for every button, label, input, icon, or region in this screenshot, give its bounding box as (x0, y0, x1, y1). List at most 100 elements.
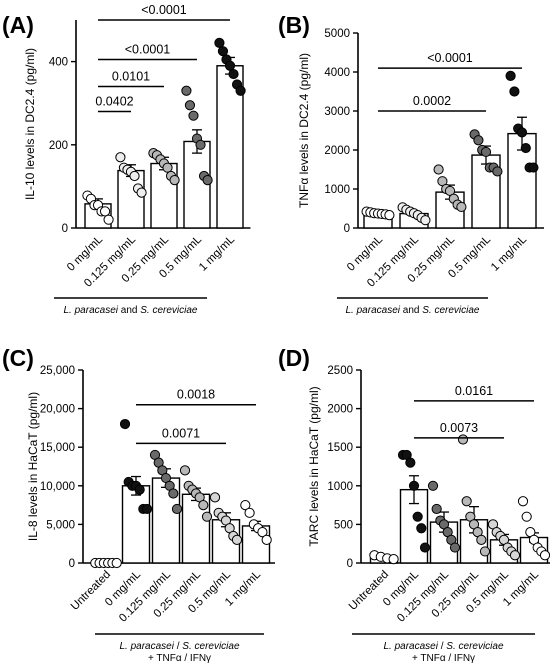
data-point (480, 146, 492, 158)
data-point (516, 127, 528, 138)
data-point (528, 162, 539, 173)
data-point (257, 527, 268, 538)
data-point (119, 418, 131, 430)
x-tick-label: Untreated (69, 569, 113, 613)
data-point (473, 135, 484, 146)
p-value-label: <0.0001 (125, 43, 171, 57)
x-tick-label: Untreated (347, 569, 391, 613)
p-value-label: <0.0001 (141, 3, 187, 17)
y-tick-label: 5000 (324, 28, 350, 40)
y-tick-label: 1000 (324, 184, 350, 196)
y-axis-label: IL-10 levels in DC2.4 (pg/ml) (23, 48, 37, 200)
data-point (449, 542, 461, 553)
data-point (476, 534, 487, 545)
data-point (184, 100, 196, 111)
y-tick-label: 0 (347, 558, 353, 570)
p-value-label: 0.0101 (112, 70, 150, 84)
y-tick-label: 3000 (324, 106, 350, 118)
data-point (456, 201, 467, 213)
y-tick-label: 400 (49, 57, 68, 69)
data-point (509, 550, 521, 561)
y-tick-label: 2000 (327, 404, 353, 416)
data-point (420, 215, 431, 226)
panel-letter: (C) (2, 345, 34, 371)
data-point (509, 86, 520, 97)
data-point (228, 68, 239, 80)
data-point (209, 492, 221, 503)
data-point (129, 170, 140, 182)
data-point (505, 70, 516, 82)
data-point (388, 554, 399, 565)
data-point (461, 496, 472, 507)
data-point (431, 503, 442, 515)
data-point (405, 457, 416, 468)
x-tick-label: 1 mg/mL (489, 233, 530, 274)
p-value-label: <0.0001 (427, 51, 473, 65)
data-point (261, 534, 272, 545)
data-point (427, 480, 439, 491)
data-point (214, 37, 225, 48)
chart-panel-c: (C) 0 5,000 10,000 15,000 20,000 25,000 IL-8 le… (2, 345, 275, 664)
data-point (433, 164, 444, 175)
data-point (171, 503, 183, 515)
data-point (168, 488, 179, 499)
treatment-label: L. paracasei and S. cereviciae (64, 305, 198, 316)
data-point (103, 214, 114, 225)
data-point (111, 557, 122, 569)
data-point (99, 206, 111, 217)
chart-panel-a: (A) 0 200 400 IL-10 levels in DC2.4 (pg/ml) 0… (2, 3, 251, 316)
panel-letter: (D) (278, 345, 310, 371)
data-point (520, 142, 531, 154)
y-tick-label: 1500 (327, 442, 353, 454)
data-point (457, 434, 469, 445)
p-value-label: 0.0002 (413, 94, 451, 108)
data-point (419, 542, 431, 553)
y-tick-label: 0 (344, 223, 350, 235)
data-point (201, 511, 213, 522)
y-tick-label: 20,000 (40, 404, 75, 416)
y-tick-label: 15,000 (40, 442, 75, 454)
data-point (231, 534, 243, 545)
data-point (195, 139, 206, 150)
data-point (162, 162, 173, 173)
data-point (244, 507, 255, 518)
y-tick-label: 2000 (324, 145, 350, 157)
data-point (412, 511, 423, 522)
y-axis-label: TARC levels in HaCaT (pg/ml) (307, 386, 321, 546)
p-value-label: 0.0402 (95, 95, 133, 109)
data-point (217, 46, 229, 57)
bar (121, 485, 151, 564)
data-point (188, 110, 199, 121)
data-point (181, 85, 192, 96)
p-value-label: 0.0161 (455, 384, 493, 398)
panel-letter: (A) (2, 12, 34, 38)
y-tick-label: 1000 (327, 481, 353, 493)
data-point (479, 546, 491, 557)
y-tick-label: 0 (62, 223, 68, 235)
y-axis-label: TNFα levels in DC2.4 (pg/ml) (297, 53, 311, 208)
y-tick-label: 4000 (324, 67, 350, 79)
data-point (240, 500, 251, 511)
bar (117, 169, 145, 229)
data-point (202, 175, 213, 186)
p-value-label: 0.0073 (440, 421, 478, 435)
data-point (169, 175, 180, 186)
chart-panel-b: (B) 0 1000 2000 3000 4000 5000 TNFα levels in D… (278, 12, 544, 316)
data-point (115, 152, 126, 163)
data-point (179, 465, 191, 476)
y-tick-label: 0 (69, 558, 75, 570)
data-point (224, 60, 236, 71)
x-tick-label: 1 mg/mL (197, 233, 238, 274)
data-point (521, 511, 532, 522)
data-point (136, 187, 147, 198)
treatment-label-line2: + TNFα / IFNγ (412, 653, 475, 664)
y-tick-label: 10,000 (40, 481, 75, 493)
panel-letter: (B) (278, 12, 310, 38)
y-tick-label: 200 (49, 140, 68, 152)
data-point (517, 496, 529, 507)
y-tick-label: 25,000 (40, 365, 75, 377)
data-point (134, 484, 145, 495)
data-point (198, 500, 209, 511)
data-point (492, 166, 503, 177)
